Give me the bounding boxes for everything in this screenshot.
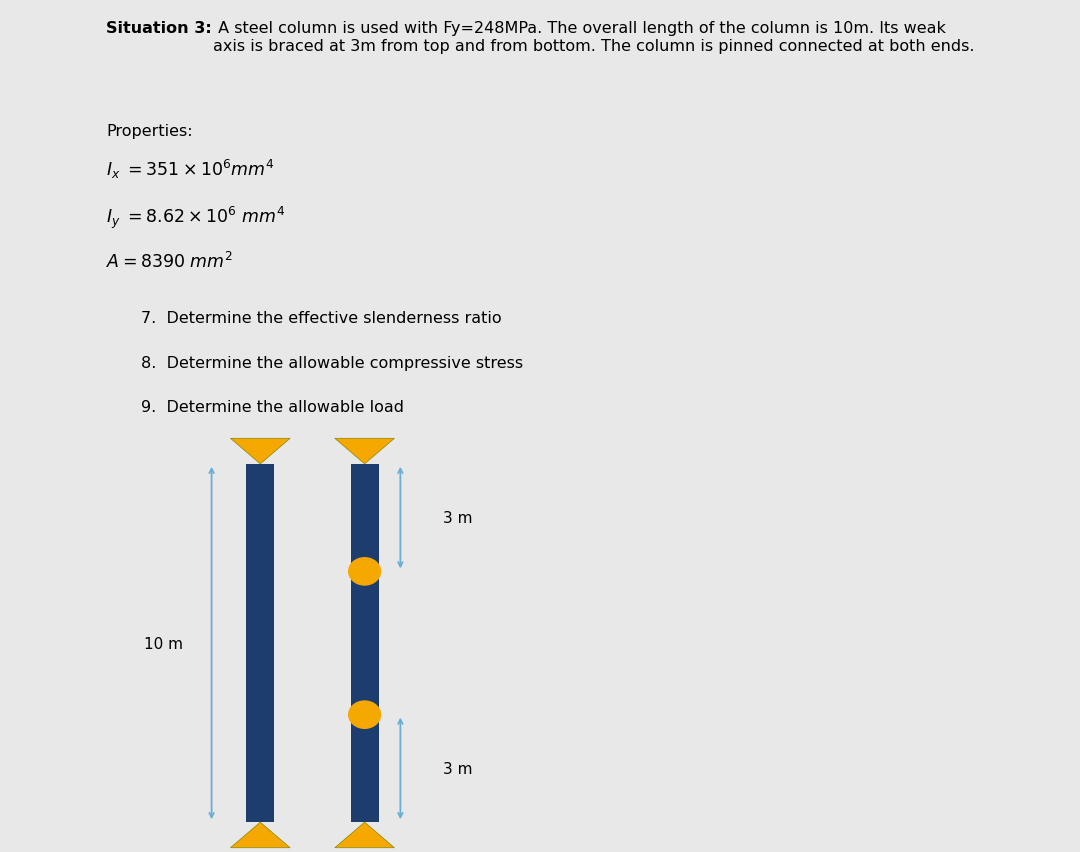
Text: 10 m: 10 m bbox=[145, 636, 184, 651]
Text: 3 m: 3 m bbox=[443, 761, 473, 776]
Circle shape bbox=[349, 558, 380, 585]
Text: A steel column is used with Fy=248MPa. The overall length of the column is 10m. : A steel column is used with Fy=248MPa. T… bbox=[213, 21, 974, 54]
Bar bbox=[351, 464, 378, 822]
Bar bbox=[246, 464, 274, 822]
Polygon shape bbox=[335, 822, 394, 848]
Text: 3 m: 3 m bbox=[443, 510, 473, 526]
Circle shape bbox=[349, 701, 380, 728]
Text: 7.  Determine the effective slenderness ratio: 7. Determine the effective slenderness r… bbox=[141, 311, 502, 326]
Text: Situation 3:: Situation 3: bbox=[106, 21, 212, 37]
Text: 8.  Determine the allowable compressive stress: 8. Determine the allowable compressive s… bbox=[141, 355, 523, 371]
Polygon shape bbox=[230, 822, 291, 848]
Text: $I_y$ $= 8.62\times10^6\ mm^4$: $I_y$ $= 8.62\times10^6\ mm^4$ bbox=[106, 204, 286, 231]
Polygon shape bbox=[335, 439, 394, 464]
Text: Properties:: Properties: bbox=[106, 124, 193, 139]
Polygon shape bbox=[230, 439, 291, 464]
Text: 9.  Determine the allowable load: 9. Determine the allowable load bbox=[141, 400, 404, 415]
Text: $A = 8390\ mm^2$: $A = 8390\ mm^2$ bbox=[106, 251, 233, 272]
Text: $I_x$ $= 351\times10^6mm^4$: $I_x$ $= 351\times10^6mm^4$ bbox=[106, 158, 274, 181]
